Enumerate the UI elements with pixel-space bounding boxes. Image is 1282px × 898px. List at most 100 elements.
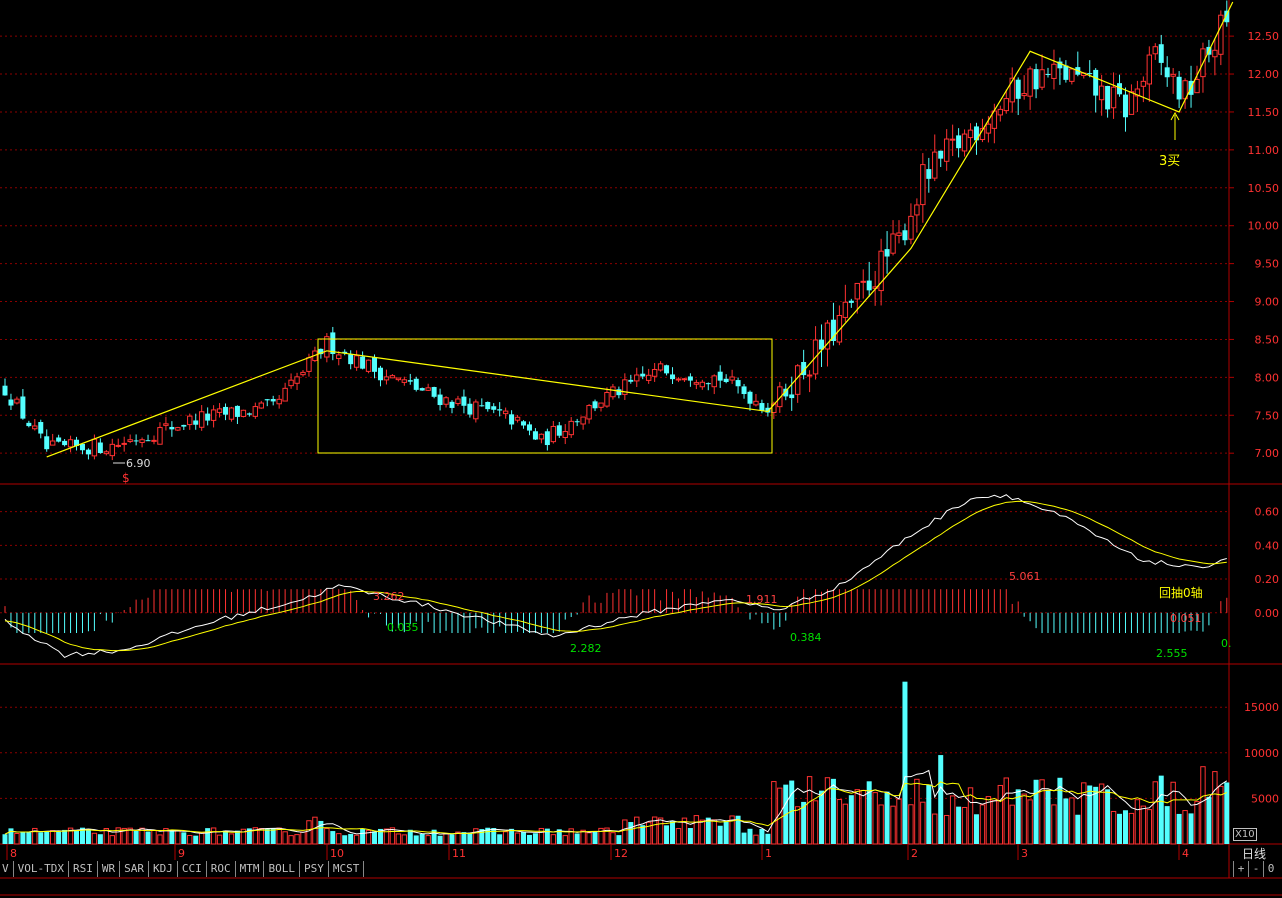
candle [753,400,759,406]
volume-bar [932,813,938,845]
volume-bar [801,801,807,844]
macd-note: 回抽0轴 [1159,585,1203,600]
candle [526,424,532,431]
candle [622,379,628,395]
candle [2,385,8,396]
candle [854,282,860,300]
tab-sar[interactable]: SAR [120,861,149,877]
volume-bar [1212,771,1218,845]
price-tick-label: 7.50 [1255,409,1280,422]
volume-bar [967,787,974,845]
candle [44,436,50,450]
volume-bar [610,832,616,845]
candle [79,443,85,451]
candle [74,439,80,446]
candle [443,397,449,405]
tab-psy[interactable]: PSY [300,861,329,877]
candle [717,371,723,381]
candle [848,300,854,303]
volume-bar [198,832,205,845]
volume-bar [1033,779,1039,844]
reset-button[interactable]: 0 [1263,861,1278,877]
volume-panel [2,681,1230,845]
volume-bar [771,781,777,845]
candle [1140,80,1147,87]
volume-bar [395,833,402,845]
volume-bar [735,815,741,844]
tab-wr[interactable]: WR [98,861,121,877]
candle [860,280,866,283]
candle [634,374,640,382]
candle [49,440,56,446]
volume-bar [216,834,223,845]
volume-bar [765,833,771,844]
period-label[interactable]: 日线 [1242,847,1267,861]
tab-mtm[interactable]: MTM [236,861,265,877]
volume-bar [85,828,91,844]
candle [723,378,729,382]
candle [38,422,44,434]
tab-v[interactable]: V [0,861,14,877]
candle [961,133,968,152]
volume-bar [675,828,682,845]
candle [592,401,598,409]
candle [193,420,199,425]
tab-mcst[interactable]: MCST [329,861,365,877]
volume-bar [1164,806,1170,844]
tab-vol-tdx[interactable]: VOL-TDX [14,861,69,877]
volume-bar [514,832,521,845]
volume-bar [979,804,986,845]
volume-bar [115,827,121,845]
candle [497,409,503,411]
candle [1045,73,1051,75]
indicator-tabs: V VOL-TDX RSI WR SAR KDJ CCI ROC MTM BOL… [0,861,365,877]
zoom-out-button[interactable]: - [1248,861,1263,877]
volume-bar [252,827,259,845]
candle [91,438,98,457]
candle [8,399,14,406]
volume-bar [1182,810,1188,845]
tab-boll[interactable]: BOLL [264,861,300,877]
macd-value-label: 1.911 [746,593,778,606]
tab-cci[interactable]: CCI [178,861,207,877]
candle [491,406,497,410]
volume-bar [1170,781,1176,845]
candle [56,437,62,442]
candle [1158,44,1164,63]
volume-bar [705,817,711,844]
volume-bar [270,828,276,844]
volume-bar [312,816,318,845]
candle [62,440,68,446]
tab-roc[interactable]: ROC [207,861,236,877]
candle [610,386,616,398]
zoom-in-button[interactable]: + [1233,861,1248,877]
volume-bar [181,832,187,844]
candle [300,371,306,376]
volume-bar [193,835,199,844]
volume-bar [1188,813,1194,844]
candle [747,391,753,404]
consolidation-box [317,338,773,454]
volume-bar [741,832,747,844]
volume-bar [330,831,336,844]
volume-bar [413,835,419,844]
tab-rsi[interactable]: RSI [69,861,98,877]
volume-bar [234,830,240,844]
volume-bar [336,833,342,845]
macd-value-label: 0. [1221,637,1232,650]
candle [1027,68,1033,97]
candle [210,409,217,421]
volume-bar [1039,779,1045,845]
candle [252,406,259,417]
volume-bar [1105,789,1111,844]
candle [1021,93,1027,97]
tab-kdj[interactable]: KDJ [149,861,178,877]
volume-bar [103,828,110,845]
candle [502,410,509,415]
candle [32,425,38,430]
volume-bar [157,834,163,845]
macd-value-label: 2.282 [570,642,602,655]
volume-bar [473,828,479,845]
candle [1164,67,1170,78]
